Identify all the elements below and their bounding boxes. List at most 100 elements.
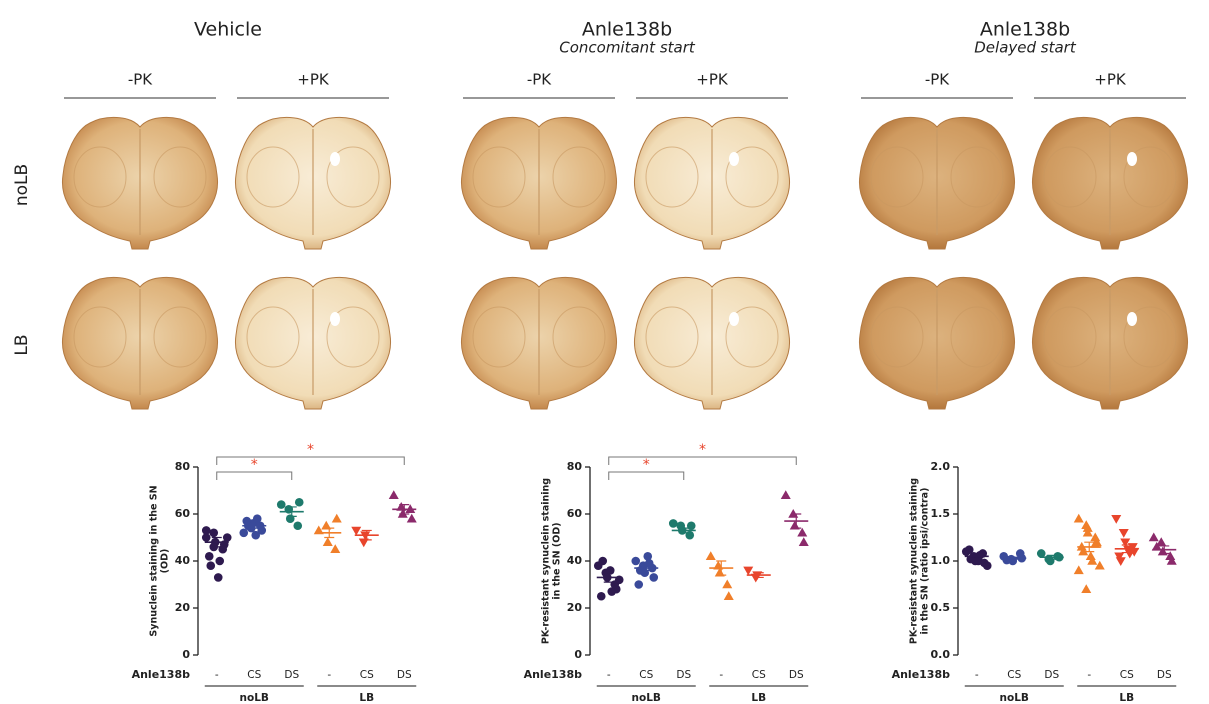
data-point (206, 561, 216, 570)
x-row-label: Anle138b (524, 668, 583, 681)
error-bar (211, 536, 222, 548)
x-tick-label: - (719, 669, 723, 681)
brain-image (633, 276, 791, 410)
data-point (251, 530, 261, 540)
group-label: LB (359, 692, 374, 704)
y-tick-label: 80 (175, 460, 191, 473)
data-point (257, 526, 267, 535)
x-tick-label: - (975, 669, 979, 681)
x-tick-label: - (215, 669, 219, 681)
data-point (285, 514, 295, 523)
y-tick-label: 60 (175, 507, 191, 520)
error-bar (249, 522, 260, 529)
data-point (714, 567, 725, 577)
data-point (331, 513, 342, 523)
condition-label: +PK (297, 71, 330, 89)
data-point (598, 556, 608, 566)
y-tick-label: 0.5 (931, 601, 951, 614)
data-point (321, 520, 332, 530)
brain-lobe (1123, 306, 1177, 368)
brain-lobe (870, 306, 924, 368)
condition-label: -PK (925, 71, 950, 89)
x-tick-label: CS (752, 669, 766, 681)
error-bar (971, 553, 982, 559)
data-point (1073, 565, 1084, 575)
lesion (729, 312, 739, 326)
brain-lobe (1043, 146, 1097, 208)
data-point (686, 521, 696, 531)
data-point (596, 591, 606, 601)
data-point (607, 587, 617, 596)
row-label: noLB (12, 164, 32, 206)
brain-image (460, 116, 618, 250)
y-tick-label: 1.5 (931, 507, 951, 520)
y-tick-label: 0 (182, 648, 190, 661)
brain-image (61, 276, 219, 410)
condition-label: +PK (696, 71, 729, 89)
significance-bracket (216, 456, 405, 465)
data-point (1148, 532, 1159, 542)
significance-bracket (216, 471, 293, 480)
error-bar (1009, 556, 1020, 560)
error-bar (361, 529, 372, 541)
significance-star: * (307, 442, 314, 458)
data-point (201, 526, 211, 535)
data-point (780, 490, 791, 499)
data-point (406, 513, 417, 523)
data-point (668, 519, 678, 528)
x-tick-label: - (607, 669, 611, 681)
x-tick-label: DS (284, 669, 299, 681)
y-axis-label: Synuclein staining in the SN (149, 485, 160, 636)
data-point (722, 579, 733, 589)
brain-lobe (552, 306, 606, 368)
data-point (743, 566, 754, 576)
data-point (1151, 541, 1162, 551)
brain-lobe (326, 306, 380, 368)
group-label: LB (751, 692, 766, 704)
error-bar (753, 572, 764, 579)
brain-lobe (645, 306, 699, 368)
data-point (1118, 529, 1129, 538)
data-point (215, 556, 225, 566)
brain-image (858, 276, 1016, 410)
data-point (797, 527, 808, 537)
group-label: LB (1119, 692, 1134, 704)
brain-image (1031, 276, 1189, 410)
data-point (1087, 556, 1098, 565)
y-tick-label: 2.0 (931, 460, 951, 473)
data-point (330, 544, 341, 553)
condition-label: -PK (128, 71, 153, 89)
row-label: LB (12, 334, 32, 355)
y-tick-label: 0.0 (931, 648, 951, 661)
significance-star: * (251, 457, 258, 473)
error-bar (716, 560, 727, 576)
brain-image (858, 116, 1016, 250)
y-tick-label: 40 (567, 554, 583, 567)
error-bar (641, 565, 652, 571)
data-point (1082, 527, 1093, 537)
x-row-label: Anle138b (892, 668, 951, 681)
lesion (729, 152, 739, 166)
group-label: noLB (240, 692, 269, 704)
data-point (975, 551, 985, 560)
x-row-label: Anle138b (132, 668, 191, 681)
significance-star: * (643, 457, 650, 473)
error-bar (603, 572, 614, 583)
data-point (685, 530, 695, 540)
data-point (388, 490, 399, 499)
data-point (397, 509, 408, 518)
error-bar (1046, 554, 1057, 560)
error-bar (1084, 541, 1095, 553)
data-point (1115, 557, 1126, 566)
brain-lobe (246, 146, 300, 208)
column-subtitle: Concomitant start (559, 39, 696, 57)
y-axis-label: PK-resistant synuclein staining (541, 478, 552, 644)
significance-bracket (608, 456, 797, 465)
data-point (293, 521, 303, 531)
y-tick-label: 80 (567, 460, 583, 473)
brain-lobe (950, 306, 1004, 368)
condition-label: -PK (527, 71, 552, 89)
brain-lobe (153, 306, 207, 368)
data-point (1094, 560, 1105, 570)
x-tick-label: DS (1157, 669, 1172, 681)
